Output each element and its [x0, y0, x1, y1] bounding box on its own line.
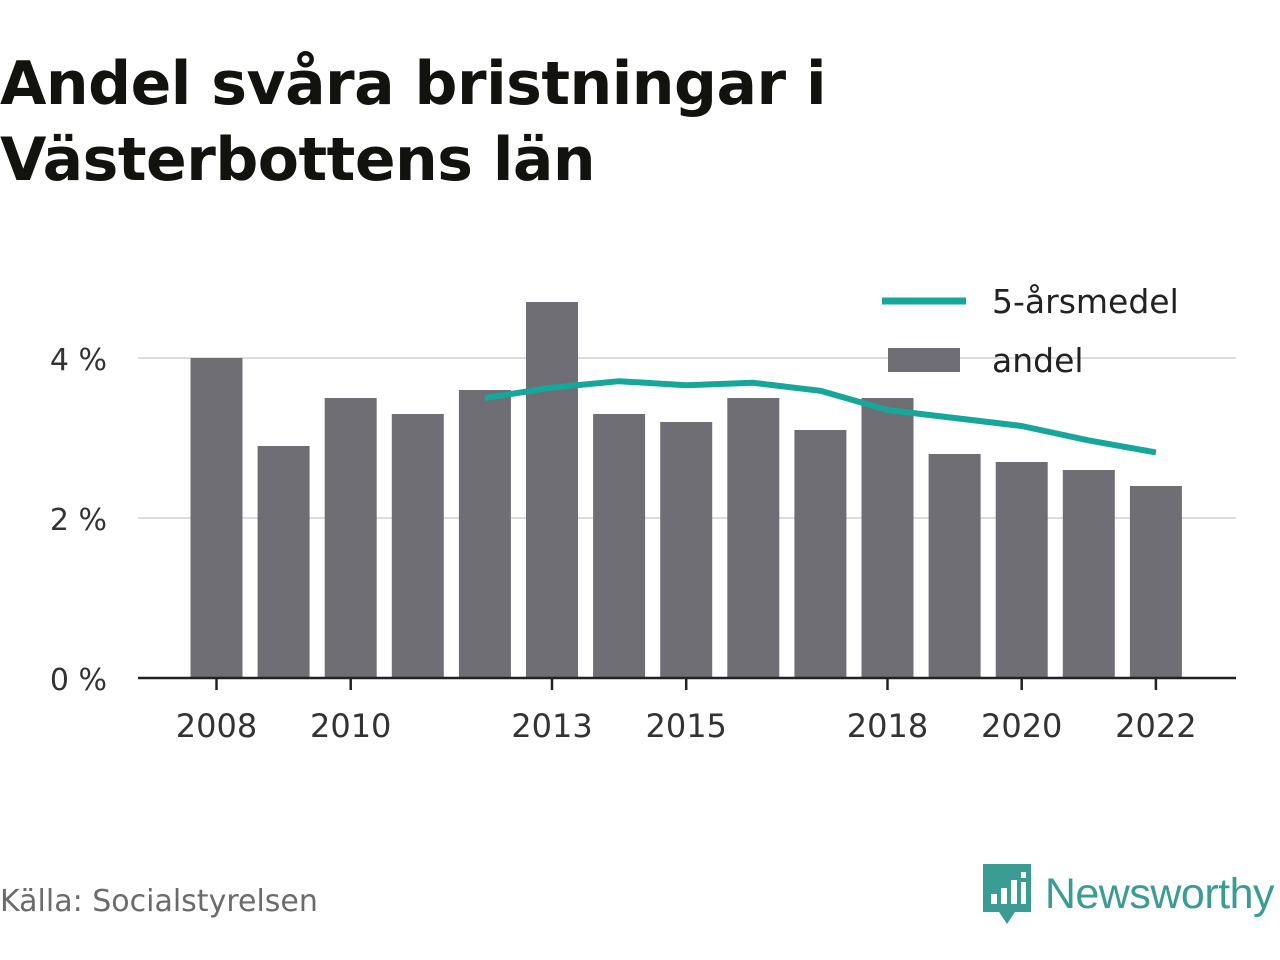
x-tick-label: 2008 — [176, 707, 257, 745]
bar-2016 — [727, 398, 780, 678]
bar-2015 — [660, 422, 713, 678]
bar-2008 — [190, 358, 243, 678]
bar-2014 — [593, 414, 646, 678]
bar-2019 — [928, 454, 981, 678]
bar-2010 — [324, 398, 377, 678]
x-tick-label: 2010 — [310, 707, 391, 745]
bar-2022 — [1129, 486, 1182, 678]
bar-2018 — [861, 398, 914, 678]
bar-2009 — [257, 446, 310, 678]
line-layer — [484, 378, 1157, 456]
y-tick-label: 2 % — [50, 503, 107, 538]
brand-name: Newsworthy — [1044, 869, 1275, 918]
brand-logo: Newsworthy — [981, 862, 1275, 926]
bar-2017 — [794, 430, 847, 678]
x-tick-label: 2018 — [847, 707, 928, 745]
legend-label-bar: andel — [992, 341, 1084, 380]
bar-line-chart: 0 % 2 % 4 % 2008 2010 2013 2015 2018 2020 2022 5-… — [50, 282, 1236, 745]
axis-layer: 0 % 2 % 4 % 2008 2010 2013 2015 2018 2020 2022 — [50, 343, 1236, 745]
bar-2021 — [1062, 470, 1115, 678]
x-tick-label: 2015 — [645, 707, 726, 745]
newsworthy-bar-chart-icon — [982, 864, 1031, 924]
line-5-arsmedel — [484, 378, 1157, 456]
x-tick-label: 2022 — [1115, 707, 1196, 745]
bar-2011 — [391, 414, 444, 678]
legend-swatch-bar — [888, 348, 960, 372]
legend: 5-årsmedel andel — [882, 282, 1179, 380]
bar-2013 — [526, 302, 578, 678]
bar-2020 — [995, 462, 1048, 678]
x-tick-label: 2013 — [511, 707, 592, 745]
source-note: Källa: Socialstyrelsen — [0, 884, 318, 919]
bar-2012 — [458, 390, 511, 678]
legend-label-line: 5-årsmedel — [992, 282, 1179, 321]
bar-layer — [190, 302, 1182, 678]
y-tick-label: 4 % — [50, 343, 107, 378]
y-tick-label: 0 % — [50, 663, 107, 698]
chart-title: Andel svåra bristningar i Västerbottens … — [0, 49, 827, 195]
x-tick-label: 2020 — [981, 707, 1062, 745]
